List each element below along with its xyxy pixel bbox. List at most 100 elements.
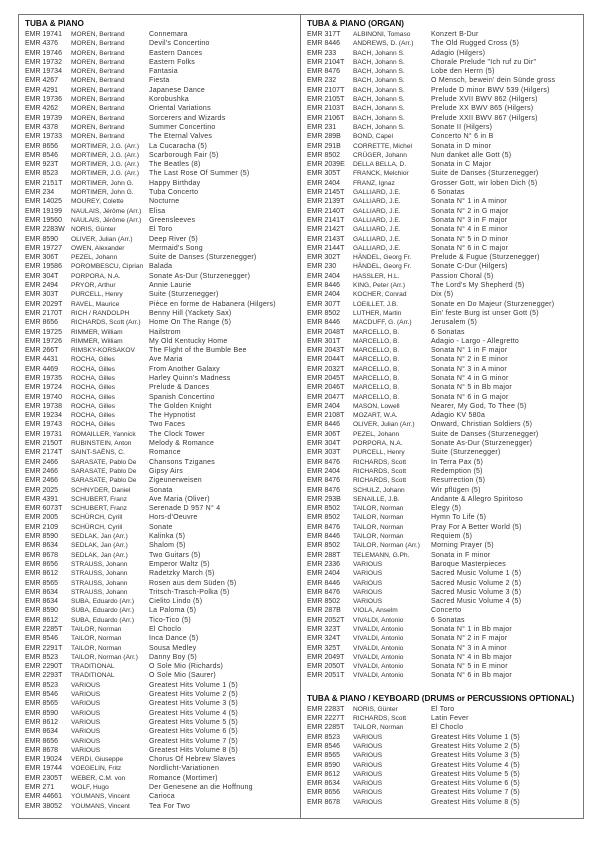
catalog-row: EMR 8590 VARIOUS Greatest Hits Volume 4 (5… <box>307 761 583 770</box>
catalog-row: EMR 230 HÄNDEL, Georg Fr. Sonate C-Dur (Hi… <box>307 262 583 271</box>
work-title: Greatest Hits Volume 3 (5) <box>149 700 238 708</box>
catalog-number: EMR 2227T <box>307 715 345 723</box>
catalog-row: EMR 2404 FRANZ, Ignaz Grosser Gott, wir lo… <box>307 179 583 188</box>
catalog-number: EMR 307T <box>307 300 341 308</box>
catalog-number: EMR 306T <box>25 254 59 262</box>
composer: VARIOUS <box>353 733 383 741</box>
work-title: Sonata N° 4 in E minor <box>431 226 508 234</box>
catalog-row: EMR 2466 SARASATE, Pablo De Chansons Tziga… <box>25 458 300 467</box>
composer: VIVALDI, Antonio <box>353 635 404 643</box>
composer: GALLIARD, J.E. <box>353 189 401 197</box>
composer: MORTIMER, John G. <box>71 189 134 197</box>
catalog-number: EMR 289B <box>307 133 341 141</box>
composer: RIMMER, William <box>71 337 123 345</box>
catalog-number: EMR 8446 <box>307 533 341 541</box>
catalog-row: EMR 8634 SEDLAK, Jan (Arr.) Shalom (5) <box>25 541 300 550</box>
catalog-number: EMR 302T <box>307 254 341 262</box>
catalog-row: EMR 301T MARCELLO, B. Adagio - Largo - All… <box>307 337 583 346</box>
composer: VARIOUS <box>71 718 101 726</box>
catalog-row: EMR 2046T MARCELLO, B. Sonata N° 5 in Bb m… <box>307 383 583 392</box>
composer: MOZART, W.A. <box>353 412 398 420</box>
catalog-number: EMR 2109 <box>25 523 59 531</box>
work-title: Grosser Gott, wir loben Dich (5) <box>431 179 538 187</box>
catalog-number: EMR 2285T <box>307 724 345 732</box>
catalog-row: EMR 2283W NORIS, Günter El Toro <box>25 225 300 234</box>
work-title: Shalom (5) <box>149 542 186 550</box>
work-title: From Another Galaxy <box>149 365 220 373</box>
work-title: Nocturne <box>149 198 180 206</box>
catalog-list: EMR 19741 MOREN, Bertrand Connemara EMR 437… <box>25 30 300 811</box>
catalog-row: EMR 323T VIVALDI, Antonio Sonata N° 1 in B… <box>307 625 583 634</box>
composer: RIMSKY-KORSAKOV <box>71 347 135 355</box>
catalog-row: EMR 2049T VIVALDI, Antonio Sonata N° 4 in … <box>307 653 583 662</box>
catalog-number: EMR 8634 <box>25 598 59 606</box>
catalog-row: EMR 19738 ROCHA, Gilles The Golden Knight <box>25 402 300 411</box>
catalog-row: EMR 303T PURCELL, Henry Suite (Sturzenegge… <box>25 290 300 299</box>
catalog-number: EMR 38052 <box>25 802 62 810</box>
work-title: Sonata N° 1 in A minor <box>431 198 508 206</box>
composer: MARCELLO, B. <box>353 337 400 345</box>
composer: VOEGELIN, Fritz <box>71 765 122 773</box>
catalog-number: EMR 8634 <box>25 542 59 550</box>
composer: TAILOR, Norman <box>353 505 404 513</box>
work-title: Greatest Hits Volume 2 (5) <box>431 742 520 750</box>
work-title: Suite de Danses (Sturzenegger) <box>431 430 539 438</box>
composer: VARIOUS <box>353 770 383 778</box>
catalog-number: EMR 8590 <box>25 235 59 243</box>
catalog-number: EMR 8546 <box>25 151 59 159</box>
composer: OLIVER, Julian (Arr.) <box>353 421 415 429</box>
catalog-row: EMR 19740 ROCHA, Gilles Spanish Concertino <box>25 393 300 402</box>
work-title: Adagio - Largo - Allegretto <box>431 337 520 345</box>
composer: TAILOR, Norman (Arr.) <box>353 542 420 550</box>
catalog-row: EMR 2285T TAILOR, Norman El Choclo <box>25 625 300 634</box>
catalog-row: EMR 2108T MOZART, W.A. Adagio KV 580a <box>307 411 583 420</box>
composer: TAILOR, Norman <box>353 514 404 522</box>
composer: SUBA, Eduardo (Arr.) <box>71 598 135 606</box>
catalog-row: EMR 8634 STRAUSS, Johann Tritsch-Trasch-Po… <box>25 588 300 597</box>
work-title: Sonata N° 3 in A minor <box>431 365 508 373</box>
catalog-row: EMR 2032T MARCELLO, B. Sonata N° 3 in A mi… <box>307 365 583 374</box>
catalog-number: EMR 8612 <box>25 718 59 726</box>
composer: MARCELLO, B. <box>353 328 400 336</box>
catalog-number: EMR 8565 <box>307 752 341 760</box>
composer: ROCHA, Gilles <box>71 356 115 364</box>
work-title: Serenade D 957 N° 4 <box>149 505 221 513</box>
composer: WEBER, C.M. von <box>71 774 126 782</box>
work-title: Devil's Concertino <box>149 40 210 48</box>
catalog-number: EMR 2285T <box>25 626 63 633</box>
catalog-number: EMR 323T <box>307 626 341 633</box>
catalog-row: EMR 8656 VARIOUS Greatest Hits Volume 7 (5… <box>307 788 583 797</box>
composer: ANDREWS, D. (Arr.) <box>353 40 414 48</box>
catalog-number: EMR 8476 <box>307 68 341 76</box>
work-title: Ave Maria <box>149 356 183 364</box>
catalog-row: EMR 8565 STRAUSS, Johann Rosen aus dem Süd… <box>25 579 300 588</box>
catalog-row: EMR 2305T WEBER, C.M. von Romance (Mortime… <box>25 774 300 783</box>
work-title: Prelude XVII BWV 862 (Hilgers) <box>431 96 538 104</box>
work-title: Summer Concertino <box>149 123 216 131</box>
work-title: Nordlicht-Variationen <box>149 765 220 773</box>
catalog-row: EMR 8446 TAILOR, Norman Requiem (5) <box>307 532 583 541</box>
catalog-number: EMR 8590 <box>25 607 59 615</box>
catalog-row: EMR 266T RIMSKY-KORSAKOV The Flight of the… <box>25 346 300 355</box>
catalog-number: EMR 19743 <box>25 421 62 429</box>
composer: FRANZ, Ignaz <box>353 179 395 187</box>
catalog-row: EMR 2051T VIVALDI, Antonio Sonata N° 6 in … <box>307 671 583 680</box>
catalog-row: EMR 2104T BACH, Johann S. Chorale Prelude … <box>307 58 583 67</box>
catalog-row: EMR 2005 SCHÜRCH, Cyrill Hors-d'Oeuvre <box>25 513 300 522</box>
composer: VARIOUS <box>353 560 383 568</box>
catalog-number: EMR 8523 <box>25 653 59 661</box>
work-title: Tritsch-Trasch-Polka (5) <box>149 588 230 596</box>
work-title: Inca Dance (5) <box>149 635 199 643</box>
composer: BACH, Johann S. <box>353 58 405 66</box>
work-title: Elisa <box>149 207 166 215</box>
composer: MOREN, Bertrand <box>71 96 125 104</box>
composer: MOREN, Bertrand <box>71 123 125 131</box>
composer: MOREN, Bertrand <box>71 86 125 94</box>
composer: VARIOUS <box>71 709 101 717</box>
catalog-row: EMR 234 MORTIMER, John G. Tuba Concerto <box>25 188 300 197</box>
composer: MARCELLO, B. <box>353 384 400 392</box>
composer: VARIOUS <box>353 761 383 769</box>
catalog-number: EMR 19727 <box>25 244 62 252</box>
composer: BACH, Johann S. <box>353 123 405 131</box>
catalog-number: EMR 2305T <box>25 774 63 782</box>
